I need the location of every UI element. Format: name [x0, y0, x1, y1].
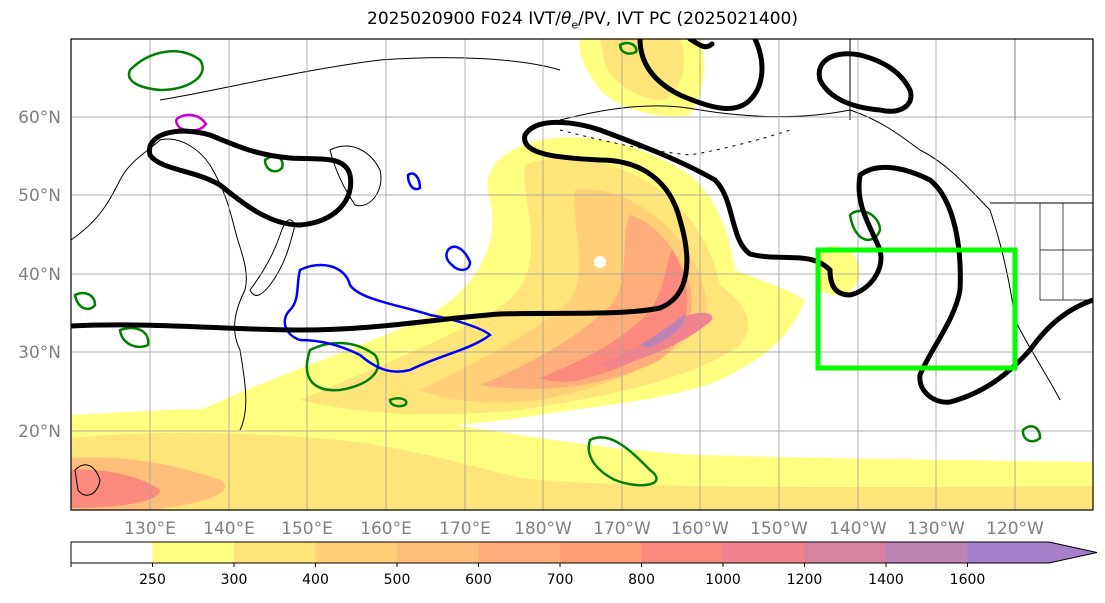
kamchatka [329, 145, 382, 207]
map-layers [71, 39, 1093, 510]
colorbar-cell-5 [478, 542, 561, 563]
ivt-pc-north-2 [816, 51, 914, 114]
colorbar-tick-label: 250 [139, 572, 166, 588]
siberia-coast [159, 57, 561, 101]
pv-green-6 [1021, 425, 1042, 443]
lon-label-170w: 170°W [593, 519, 651, 539]
philippines [74, 464, 101, 496]
lat-label-60: 60°N [18, 108, 61, 128]
colorbar-cell-6 [560, 542, 642, 563]
colorbar-tick-label: 400 [302, 572, 329, 588]
colorbar-cell-2 [234, 542, 316, 563]
lat-label-20: 20°N [18, 422, 61, 442]
colorbar-tick-label: 800 [628, 572, 655, 588]
lon-label-140e: 140°E [203, 519, 255, 539]
lat-label-30: 30°N [18, 343, 61, 363]
colorbar-tick-label: 600 [465, 572, 492, 588]
colorbar: 250 300 400 500 600 700 800 1000 1200 1400 1600 [70, 541, 1098, 588]
colorbar-tick-label: 300 [221, 572, 248, 588]
pv-green-3 [127, 50, 204, 92]
colorbar-cell-11 [967, 542, 1097, 563]
colorbar-ticks: 250 300 400 500 600 700 800 1000 1200 1400 1600 [70, 563, 986, 588]
pv-green-9 [118, 326, 150, 349]
lat-labels: 20°N 30°N 40°N 50°N 60°N [18, 108, 61, 442]
pv-blue-1 [283, 263, 492, 373]
ivt-plume-core [640, 314, 686, 348]
colorbar-cell-4 [397, 542, 479, 563]
colorbar-cell-1 [152, 542, 235, 563]
lon-label-180w: 180°W [514, 519, 572, 539]
lat-label-50: 50°N [18, 186, 61, 206]
colorbar-cell-7 [641, 542, 724, 563]
colorbar-tick-label: 1600 [950, 572, 986, 588]
colorbar-tick-label: 1000 [705, 572, 741, 588]
pv-blue-3 [406, 172, 422, 191]
lon-labels: 130°E 140°E 150°E 160°E 170°E 180°W 170°… [124, 519, 1044, 539]
pv-green-10 [388, 397, 408, 408]
colorbar-tick-label: 500 [384, 572, 411, 588]
lon-label-150e: 150°E [281, 519, 333, 539]
target-region-box [815, 247, 1018, 371]
pv-green-5 [73, 291, 97, 311]
pv-green-1 [305, 341, 380, 392]
graticule [71, 39, 1093, 510]
ivt-pc-west [147, 128, 354, 228]
pv-green-8 [618, 41, 638, 55]
lon-label-120w: 120°W [986, 519, 1044, 539]
us-states [1039, 203, 1093, 301]
colorbar-cells [71, 542, 1097, 563]
ivt-pc-contours-black [71, 39, 1093, 405]
colorbar-cell-8 [723, 542, 805, 563]
lon-label-140w: 140°W [829, 519, 887, 539]
colorbar-tick-label: 1200 [787, 572, 823, 588]
lon-label-160e: 160°E [360, 519, 412, 539]
pv-green-2 [587, 436, 658, 487]
pv-contours-blue [283, 172, 492, 373]
colorbar-cell-0 [71, 542, 153, 563]
colorbar-cell-9 [804, 542, 887, 563]
colorbar-tick-label: 700 [547, 572, 574, 588]
figure-title: 2025020900 F024 IVT/θe/PV, IVT PC (20250… [367, 9, 798, 32]
ivt-pc-zonal [71, 119, 1093, 405]
colorbar-cell-10 [886, 542, 968, 563]
lon-label-150w: 150°W [750, 519, 808, 539]
lat-label-40: 40°N [18, 265, 61, 285]
ivt-hole [594, 256, 606, 268]
colorbar-cell-3 [315, 542, 398, 563]
ivt-band-south-inner [71, 432, 1093, 510]
lon-label-130w: 130°W [907, 519, 965, 539]
colorbar-tick-label: 1400 [868, 572, 904, 588]
lon-label-170e: 170°E [439, 519, 491, 539]
map-frame [70, 38, 1094, 511]
lon-label-160w: 160°W [671, 519, 729, 539]
ivt-band-south-peak [71, 469, 160, 508]
ivt-pc-north-3 [687, 39, 715, 50]
pv-blue-2 [445, 245, 472, 272]
lon-label-130e: 130°E [124, 519, 176, 539]
ivt-pc-north-1 [637, 39, 765, 111]
colorbar-outline [70, 541, 1098, 564]
